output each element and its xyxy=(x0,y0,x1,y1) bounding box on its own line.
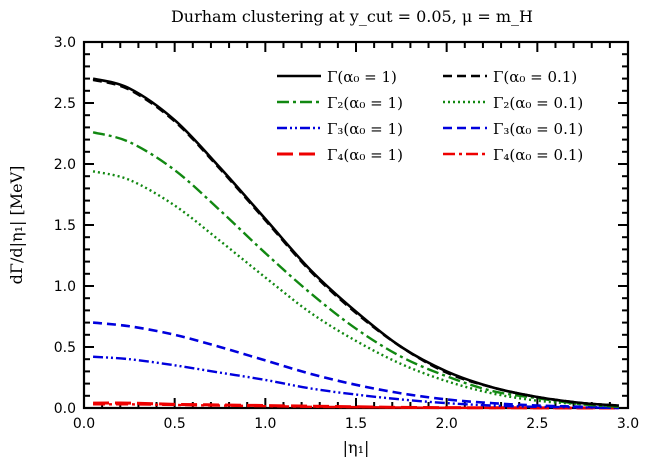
x-tick-label: 2.5 xyxy=(526,416,548,432)
y-tick-label: 0.5 xyxy=(54,340,76,356)
chart-title: Durham clustering at y_cut = 0.05, μ = m… xyxy=(171,7,533,26)
y-tick-label: 2.0 xyxy=(54,157,76,173)
y-tick-label: 2.5 xyxy=(54,96,76,112)
series-line-6 xyxy=(93,401,619,410)
legend-entry-3: Γ₂(α₀ = 0.1) xyxy=(493,94,583,112)
legend-entry-4: Γ₃(α₀ = 1) xyxy=(327,120,403,138)
axes: 0.0 0.5 1.0 1.5 2.0 2.5 3.0 0.0 0.5 1.0 1.5 2.0 2.5 3… xyxy=(54,35,639,432)
y-tick-label: 1.5 xyxy=(54,218,76,234)
legend-entry-1: Γ(α₀ = 0.1) xyxy=(493,68,577,86)
y-tick-label: 1.0 xyxy=(54,279,76,295)
legend-entry-6: Γ₄(α₀ = 1) xyxy=(327,146,403,164)
legend-entry-7: Γ₄(α₀ = 0.1) xyxy=(493,146,583,164)
x-tick-label: 0.5 xyxy=(164,416,186,432)
legend: Γ(α₀ = 1) Γ(α₀ = 0.1) Γ₂(α₀ = 1) Γ₂(α₀ = 0.… xyxy=(277,68,583,164)
y-tick-label: 3.0 xyxy=(54,35,76,51)
series-line-3 xyxy=(92,170,620,408)
legend-entry-2: Γ₂(α₀ = 1) xyxy=(327,94,403,112)
x-tick-label: 2.0 xyxy=(436,416,458,432)
legend-entry-5: Γ₃(α₀ = 0.1) xyxy=(493,120,583,138)
x-tick-label: 3.0 xyxy=(617,416,639,432)
series-line-2 xyxy=(92,131,620,408)
x-tick-label: 0.0 xyxy=(73,416,95,432)
series-line-4 xyxy=(92,355,619,410)
legend-entry-0: Γ(α₀ = 1) xyxy=(327,68,397,86)
y-tick-label: 0.0 xyxy=(54,401,76,417)
x-axis-label: |η₁| xyxy=(343,438,370,457)
x-tick-label: 1.5 xyxy=(345,416,367,432)
series-line-0 xyxy=(92,77,620,407)
series-group xyxy=(92,77,620,410)
series-line-5 xyxy=(92,321,619,410)
x-tick-label: 1.0 xyxy=(254,416,276,432)
y-axis-label: dΓ/d|η₁| [MeV] xyxy=(7,166,26,285)
